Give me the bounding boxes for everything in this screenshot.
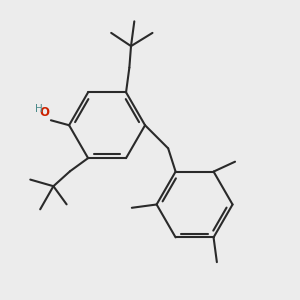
Text: O: O [39,106,49,118]
Text: H: H [35,104,43,114]
